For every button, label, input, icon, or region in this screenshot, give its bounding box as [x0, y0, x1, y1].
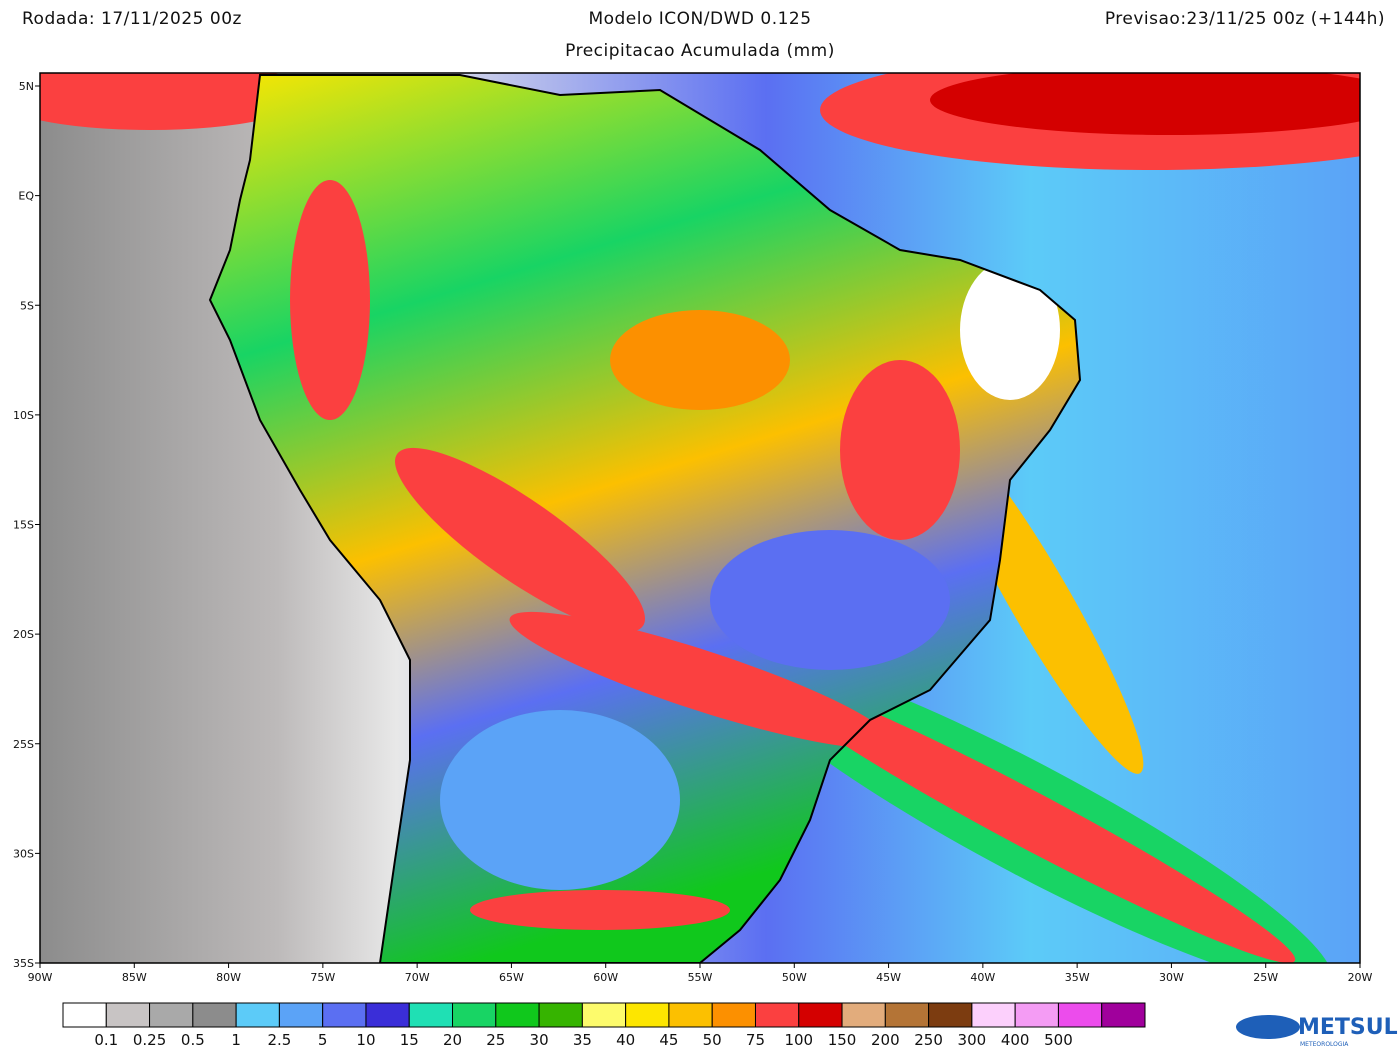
legend-label: 0.5 [181, 1031, 205, 1049]
legend-swatch [278, 1002, 324, 1028]
legend-label: 200 [871, 1031, 900, 1049]
lat-label: 5S [20, 299, 34, 312]
legend-swatch [1057, 1002, 1103, 1028]
lon-label: 85W [122, 971, 147, 984]
legend-swatch [1101, 1002, 1146, 1028]
coastline [208, 74, 1082, 963]
legend-label: 250 [914, 1031, 943, 1049]
legend-label: 35 [573, 1031, 592, 1049]
legend-label: 75 [746, 1031, 765, 1049]
legend-label: 50 [703, 1031, 722, 1049]
legend-swatch [365, 1002, 410, 1028]
legend-swatch [754, 1002, 800, 1028]
lon-label: 30W [1159, 971, 1184, 984]
legend-swatch [798, 1002, 843, 1028]
lat-label: 30S [13, 847, 34, 860]
legend-label: 1 [231, 1031, 241, 1049]
legend-swatch [841, 1002, 886, 1028]
continent [210, 75, 1080, 963]
legend-swatch [62, 1002, 107, 1028]
legend-label: 300 [958, 1031, 987, 1049]
legend-swatch [105, 1002, 151, 1028]
logo-tagline: METEOROLOGIA [1300, 1041, 1349, 1048]
legend-swatch [538, 1002, 583, 1028]
lon-label: 40W [970, 971, 995, 984]
legend-swatch [668, 1002, 713, 1028]
lat-label: 5N [19, 80, 34, 93]
lon-label: 75W [310, 971, 335, 984]
legend-label: 25 [486, 1031, 505, 1049]
lat-label: EQ [18, 190, 34, 203]
legend-label: 150 [828, 1031, 857, 1049]
legend-label: 500 [1044, 1031, 1073, 1049]
legend-swatch [408, 1002, 454, 1028]
legend-label: 15 [400, 1031, 419, 1049]
legend-label: 5 [318, 1031, 328, 1049]
legend-swatch [452, 1002, 497, 1028]
legend-label: 0.1 [94, 1031, 118, 1049]
legend-swatch [928, 1002, 973, 1028]
lat-label: 20S [13, 628, 34, 641]
lon-label: 55W [688, 971, 713, 984]
legend-swatch [235, 1002, 280, 1028]
land-field [290, 180, 1060, 930]
legend-swatch [149, 1002, 194, 1028]
legend-swatch [711, 1002, 756, 1028]
legend-label: 0.25 [133, 1031, 166, 1049]
legend-label: 2.5 [267, 1031, 291, 1049]
legend-swatch [192, 1002, 237, 1028]
lon-label: 50W [782, 971, 807, 984]
legend-label: 45 [659, 1031, 678, 1049]
legend-label: 400 [1001, 1031, 1030, 1049]
lat-label: 15S [13, 519, 34, 532]
legend-swatch [495, 1002, 540, 1028]
lat-label: 35S [13, 957, 34, 970]
lon-label: 45W [876, 971, 901, 984]
subtitle: Precipitacao Acumulada (mm) [565, 41, 835, 61]
logo-mark [1236, 1015, 1300, 1039]
lat-label: 10S [13, 409, 34, 422]
lon-label: 20W [1348, 971, 1373, 984]
legend-label: 100 [784, 1031, 813, 1049]
color-legend: 0.1 0.25 0.5 1 2.5 5 10 15 20 25 30 35 40 45 50 75 100 15… [62, 1002, 1146, 1049]
legend-swatch [971, 1002, 1016, 1028]
legend-label: 10 [356, 1031, 375, 1049]
lon-label: 65W [499, 971, 524, 984]
atlantic-band-core [764, 677, 1296, 963]
pacific-band [40, 73, 310, 130]
lon-label: 60W [593, 971, 618, 984]
logo-name: METSUL [1298, 1015, 1398, 1040]
legend-swatch [322, 1002, 367, 1028]
legend-label: 20 [443, 1031, 462, 1049]
itcz-core [930, 73, 1360, 135]
legend-swatch [1014, 1002, 1059, 1028]
model-label: Modelo ICON/DWD 0.125 [588, 9, 811, 29]
lon-label: 25W [1253, 971, 1278, 984]
legend-swatch [884, 1002, 930, 1028]
legend-swatch [581, 1002, 627, 1028]
run-label: Rodada: 17/11/2025 00z [22, 9, 242, 29]
forecast-label: Previsao:23/11/25 00z (+144h) [1105, 9, 1385, 29]
legend-label: 30 [530, 1031, 549, 1049]
map-field [40, 73, 1360, 963]
legend-label: 40 [616, 1031, 635, 1049]
lon-label: 35W [1065, 971, 1090, 984]
lat-label: 25S [13, 738, 34, 751]
lon-label: 90W [28, 971, 53, 984]
legend-swatch [625, 1002, 670, 1028]
lon-label: 80W [216, 971, 241, 984]
lon-label: 70W [405, 971, 430, 984]
